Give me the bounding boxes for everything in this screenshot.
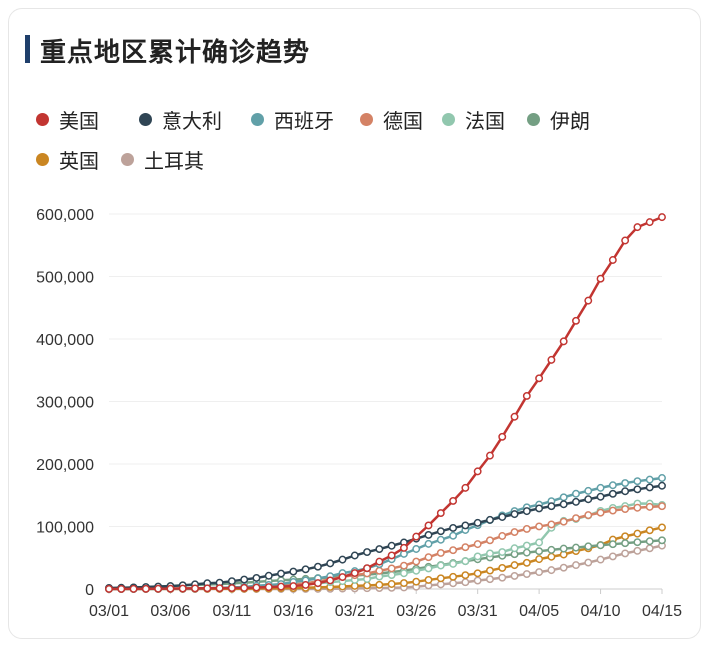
- legend-marker: [121, 153, 134, 166]
- legend-label: 土耳其: [144, 149, 204, 173]
- legend-label: 德国: [383, 109, 423, 133]
- legend-label: 伊朗: [550, 109, 590, 133]
- legend-item[interactable]: 意大利: [139, 105, 222, 134]
- legend-marker: [360, 113, 373, 126]
- legend-label: 意大利: [162, 109, 222, 133]
- legend-label: 英国: [59, 149, 99, 173]
- legend-label: 法国: [465, 109, 505, 133]
- legend-item[interactable]: 德国: [360, 105, 423, 134]
- legend-marker: [251, 113, 264, 126]
- legend-marker: [527, 113, 540, 126]
- legend-marker: [36, 153, 49, 166]
- chart-card: [8, 8, 701, 639]
- legend-label: 美国: [59, 109, 99, 133]
- legend-item[interactable]: 美国: [36, 105, 99, 134]
- legend-item[interactable]: 西班牙: [251, 105, 334, 134]
- legend-label: 西班牙: [274, 109, 334, 133]
- legend-item[interactable]: 法国: [442, 105, 505, 134]
- title-accent-bar: [25, 35, 30, 63]
- legend-marker: [139, 113, 152, 126]
- legend-marker: [442, 113, 455, 126]
- legend-item[interactable]: 伊朗: [527, 105, 590, 134]
- legend-item[interactable]: 英国: [36, 145, 99, 174]
- legend-marker: [36, 113, 49, 126]
- legend-item[interactable]: 土耳其: [121, 145, 204, 174]
- chart-title: 重点地区累计确诊趋势: [40, 38, 311, 68]
